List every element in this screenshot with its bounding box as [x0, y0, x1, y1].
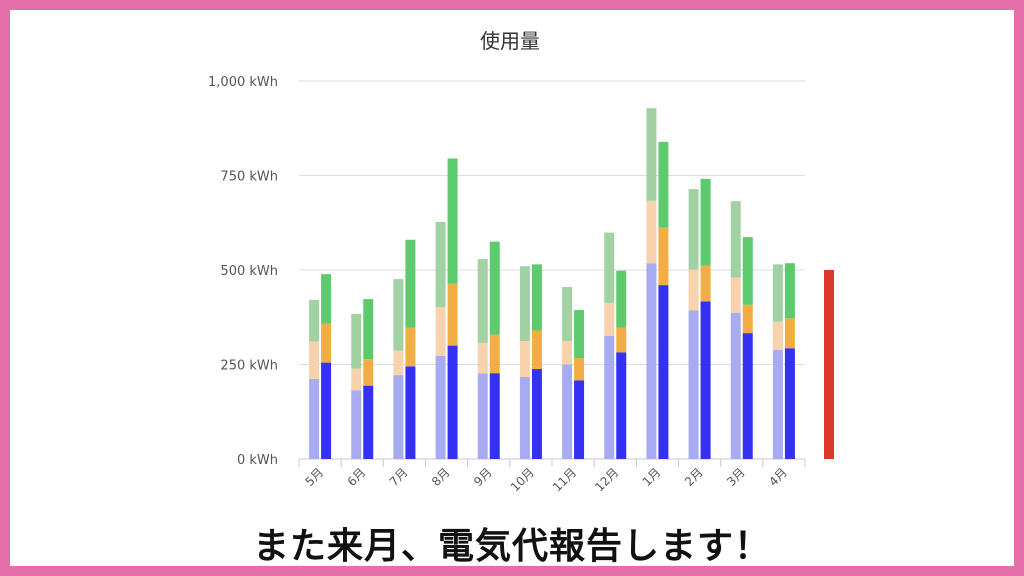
bar-segment-2-2: [574, 358, 585, 381]
bar-segment-1-2: [393, 350, 404, 376]
bar-segment-2-1: [742, 333, 753, 459]
bar-segment-2-2: [405, 327, 416, 367]
x-tick-label: 8月: [429, 465, 453, 489]
bar-segment-1-3: [351, 313, 362, 369]
x-tick-label: 9月: [471, 465, 495, 489]
x-tick-label: 7月: [387, 465, 411, 489]
bar-segment-2-1: [531, 369, 542, 459]
bar-segment-2-3: [784, 263, 795, 319]
bar-segment-2-3: [405, 239, 416, 328]
chart-title: 使用量: [480, 29, 540, 53]
bar-segment-1-1: [604, 335, 615, 459]
x-tick-label: 2月: [682, 465, 706, 489]
bar-segment-1-1: [435, 355, 446, 459]
bar-segment-1-2: [730, 277, 741, 313]
bar-segment-2-3: [616, 270, 627, 328]
bar-segment-2-2: [616, 327, 627, 353]
bar-segment-1-3: [519, 266, 530, 342]
bar-segment-1-3: [477, 259, 488, 343]
bar-segment-2-3: [489, 241, 500, 335]
bar-segment-1-1: [646, 263, 657, 459]
usage-chart: 使用量 0 kWh 250 kWh 500 kWh 750 kWh 1,000 kWh 5月…: [208, 29, 834, 494]
bar-segment-2-2: [658, 227, 669, 286]
caption-text: また来月、電気代報告します！: [252, 525, 771, 568]
bar-segment-1-2: [477, 342, 488, 374]
bar-segment-1-2: [309, 341, 320, 379]
marker-bar: [824, 270, 834, 459]
bar-segment-1-3: [393, 279, 404, 351]
bar-segment-2-1: [489, 373, 500, 459]
bar-segment-1-1: [519, 376, 530, 459]
bar-segment-1-2: [562, 341, 573, 365]
bar-segment-2-2: [321, 323, 332, 363]
bar-segment-2-2: [700, 265, 711, 302]
bar-segment-1-1: [309, 378, 320, 459]
bar-segment-2-1: [363, 385, 374, 459]
bar-segment-1-3: [646, 108, 657, 201]
bar-segment-1-3: [772, 264, 783, 322]
x-tick-label: 1月: [640, 465, 664, 489]
bar-segment-1-2: [772, 321, 783, 350]
y-tick-label: 1,000 kWh: [208, 75, 278, 90]
bar-segment-2-1: [616, 352, 627, 459]
bar-segment-2-3: [447, 158, 458, 284]
x-tick-label: 6月: [345, 465, 369, 489]
x-tick-label: 5月: [302, 465, 326, 489]
bar-segment-1-3: [309, 299, 320, 342]
x-tick-label: 11月: [550, 465, 579, 494]
bar-segment-2-1: [574, 380, 585, 459]
y-tick-label: 750 kWh: [220, 170, 278, 185]
bar-segment-2-1: [447, 345, 458, 459]
bar-segment-2-2: [742, 304, 753, 334]
bar-segment-1-1: [730, 312, 741, 459]
bar-segment-1-1: [477, 373, 488, 459]
y-tick-label: 500 kWh: [220, 264, 278, 279]
y-tick-label: 250 kWh: [220, 359, 278, 374]
bar-segment-1-2: [435, 307, 446, 356]
bar-segment-2-2: [489, 334, 500, 374]
bar-segment-1-1: [393, 375, 404, 459]
bar-segment-2-3: [700, 178, 711, 266]
bar-segment-1-3: [435, 221, 446, 308]
bar-segment-1-2: [604, 302, 615, 336]
bar-segment-1-2: [646, 200, 657, 264]
bar-segment-2-1: [321, 362, 332, 459]
bar-segment-1-2: [351, 368, 362, 391]
bar-segment-2-3: [363, 299, 374, 360]
bar-segment-1-3: [688, 189, 699, 270]
x-tick-label: 10月: [508, 465, 537, 494]
x-tick-label: 3月: [724, 465, 748, 489]
bar-segment-2-3: [531, 264, 542, 331]
bar-segment-1-3: [730, 201, 741, 278]
bar-segment-2-3: [574, 310, 585, 359]
bar-segment-2-2: [531, 330, 542, 370]
bar-segment-1-1: [351, 390, 362, 459]
x-tick-label: 12月: [592, 465, 621, 494]
bar-segment-2-2: [784, 318, 795, 349]
bar-segment-1-1: [562, 364, 573, 459]
bar-segment-1-1: [772, 349, 783, 459]
bar-segment-2-1: [784, 348, 795, 459]
bar-segment-1-2: [688, 269, 699, 311]
bar-segment-2-1: [658, 285, 669, 459]
bar-segment-1-3: [562, 287, 573, 342]
bar-segment-1-2: [519, 341, 530, 377]
y-tick-label: 0 kWh: [237, 453, 278, 468]
bar-segment-2-2: [363, 359, 374, 386]
bar-segment-1-3: [604, 232, 615, 303]
bar-segment-1-1: [688, 310, 699, 459]
bar-segment-2-1: [405, 366, 416, 459]
bar-segment-2-2: [447, 283, 458, 346]
bar-segment-2-3: [321, 274, 332, 324]
slide-frame: 使用量 0 kWh 250 kWh 500 kWh 750 kWh 1,000 kWh 5月…: [10, 10, 1014, 568]
x-tick-label: 4月: [766, 465, 790, 489]
bar-segment-2-3: [742, 237, 753, 305]
bar-segment-2-3: [658, 141, 669, 228]
bar-segment-2-1: [700, 301, 711, 459]
